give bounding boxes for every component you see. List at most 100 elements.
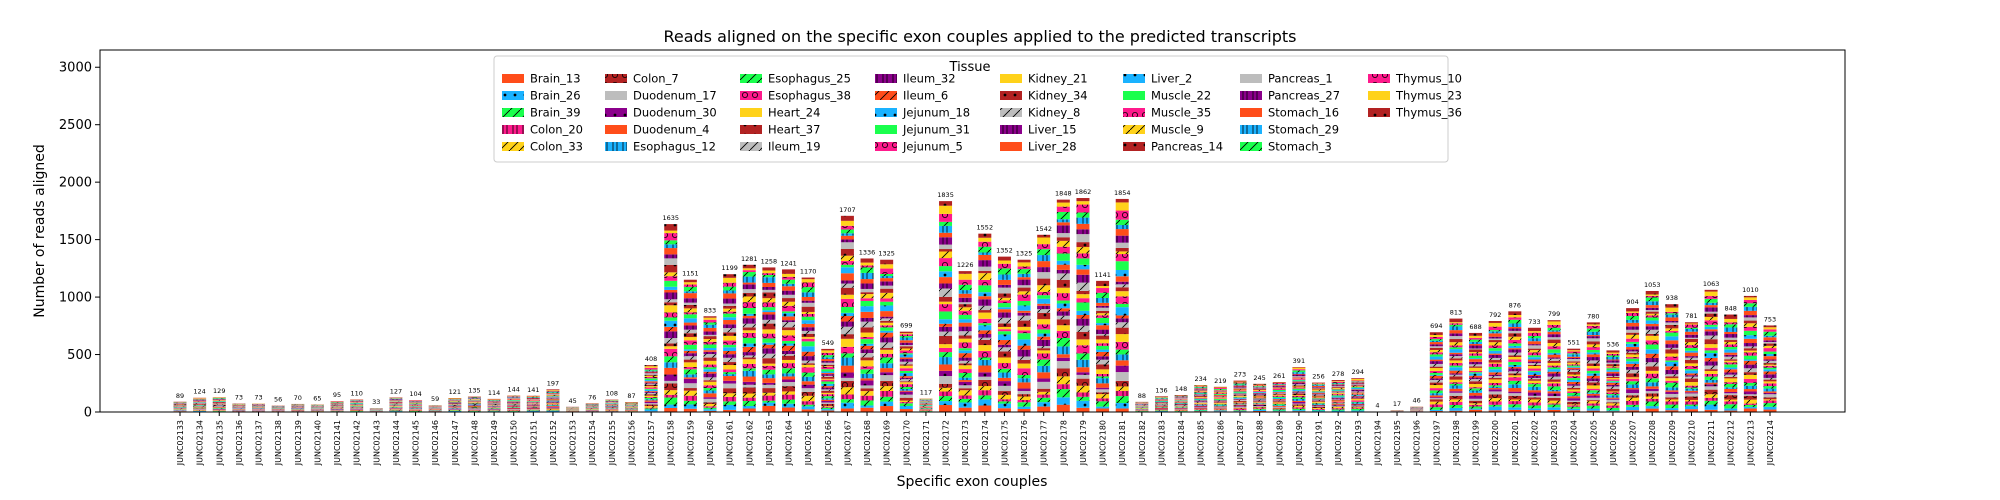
bar-segment xyxy=(1037,348,1051,351)
bar-segment xyxy=(1194,391,1208,393)
bar-segment xyxy=(1253,401,1267,403)
bar-segment xyxy=(978,305,992,311)
bar-segment xyxy=(1115,303,1129,308)
bar-segment xyxy=(644,399,658,401)
bar-segment xyxy=(1351,386,1365,388)
bar-segment xyxy=(1115,287,1129,292)
bar-segment xyxy=(1037,272,1051,279)
x-axis-label: Specific exon couples xyxy=(897,474,1048,490)
bar-segment xyxy=(1076,374,1090,379)
bar-segment xyxy=(821,379,835,382)
bar-segment xyxy=(1724,349,1738,353)
bar-segment xyxy=(1665,374,1679,377)
bar-segment xyxy=(1724,383,1738,388)
bar-segment xyxy=(1017,273,1031,278)
bar-segment xyxy=(1017,287,1031,292)
bar-segment xyxy=(1508,343,1522,346)
bar-JUNC02155 xyxy=(605,399,619,412)
bar-segment xyxy=(703,316,717,318)
bar-segment xyxy=(899,361,913,365)
bar-segment xyxy=(860,332,874,338)
bar-segment xyxy=(1743,352,1757,356)
bar-segment xyxy=(389,408,403,410)
bar-segment xyxy=(1096,297,1110,303)
bar-segment xyxy=(1763,397,1777,400)
bar-segment xyxy=(1606,376,1620,377)
bar-segment xyxy=(723,274,737,278)
bar-segment xyxy=(507,400,521,402)
bar-segment xyxy=(1586,401,1600,404)
bar-segment xyxy=(782,320,796,323)
bar-JUNC02183 xyxy=(1154,396,1168,412)
bar-segment xyxy=(1312,410,1326,412)
x-tick-label: JUNC02150 xyxy=(510,420,519,466)
legend-swatch xyxy=(740,108,762,117)
bar-segment xyxy=(1665,378,1679,381)
bar-segment xyxy=(1469,355,1483,359)
bar-segment xyxy=(1626,397,1640,401)
bar-segment xyxy=(1469,408,1483,410)
bar-segment xyxy=(1567,348,1581,351)
bar-segment xyxy=(1665,330,1679,333)
bar-segment xyxy=(1076,318,1090,326)
bar-segment xyxy=(1096,383,1110,388)
bar-JUNC02135 xyxy=(212,397,226,412)
bar-segment xyxy=(1665,340,1679,345)
bar-segment xyxy=(1665,344,1679,348)
bar-segment xyxy=(1606,386,1620,389)
bar-segment xyxy=(997,357,1011,364)
x-tick-label: JUNC02171 xyxy=(922,420,931,466)
legend-label: Stomach_3 xyxy=(1268,140,1332,154)
bar-segment xyxy=(880,368,894,373)
bar-segment xyxy=(1488,385,1502,387)
bar-segment xyxy=(880,390,894,397)
bar-segment xyxy=(683,356,697,360)
bar-segment xyxy=(1704,347,1718,351)
bar-segment xyxy=(860,279,874,284)
bar-segment xyxy=(1351,389,1365,391)
bar-segment xyxy=(1488,360,1502,363)
bar-segment xyxy=(1469,404,1483,407)
bar-segment xyxy=(997,317,1011,324)
bar-segment xyxy=(1174,403,1188,405)
bar-segment xyxy=(703,407,717,410)
bar-segment xyxy=(978,365,992,373)
bar-segment xyxy=(1645,340,1659,345)
bar-segment xyxy=(1684,382,1698,386)
bar-segment xyxy=(880,292,894,299)
bar-segment xyxy=(1096,349,1110,352)
bar-segment xyxy=(1567,358,1581,360)
bar-segment xyxy=(1547,403,1561,405)
bar-segment xyxy=(1606,410,1620,412)
bar-segment xyxy=(1449,365,1463,368)
bar-segment xyxy=(1037,406,1051,412)
bar-segment xyxy=(507,404,521,406)
bar-segment xyxy=(1233,402,1247,404)
legend-swatch xyxy=(1123,142,1145,151)
bar-segment xyxy=(546,410,560,412)
bar-segment xyxy=(1272,404,1286,406)
bar-segment xyxy=(958,310,972,315)
x-tick-label: JUNC02147 xyxy=(451,420,460,466)
bar-segment xyxy=(1684,357,1698,360)
legend-item: Esophagus_12 xyxy=(605,140,716,154)
bar-segment xyxy=(1527,379,1541,381)
bar-segment xyxy=(880,320,894,323)
y-tick-label: 500 xyxy=(67,348,92,363)
bar-segment xyxy=(193,400,207,401)
bar-segment xyxy=(821,399,835,402)
bar-segment xyxy=(1547,354,1561,358)
x-tick-label: JUNC02204 xyxy=(1570,420,1579,466)
bar-segment xyxy=(958,304,972,308)
bar-JUNC02214 xyxy=(1763,325,1777,412)
bar-segment xyxy=(1547,397,1561,401)
bar-segment xyxy=(1351,408,1365,409)
bar-segment xyxy=(899,376,913,378)
bar-segment xyxy=(762,314,776,320)
bar-segment xyxy=(939,232,953,238)
bar-total-label: 104 xyxy=(409,390,421,398)
bar-segment xyxy=(958,307,972,311)
bar-segment xyxy=(801,313,815,317)
bar-segment xyxy=(1508,367,1522,369)
